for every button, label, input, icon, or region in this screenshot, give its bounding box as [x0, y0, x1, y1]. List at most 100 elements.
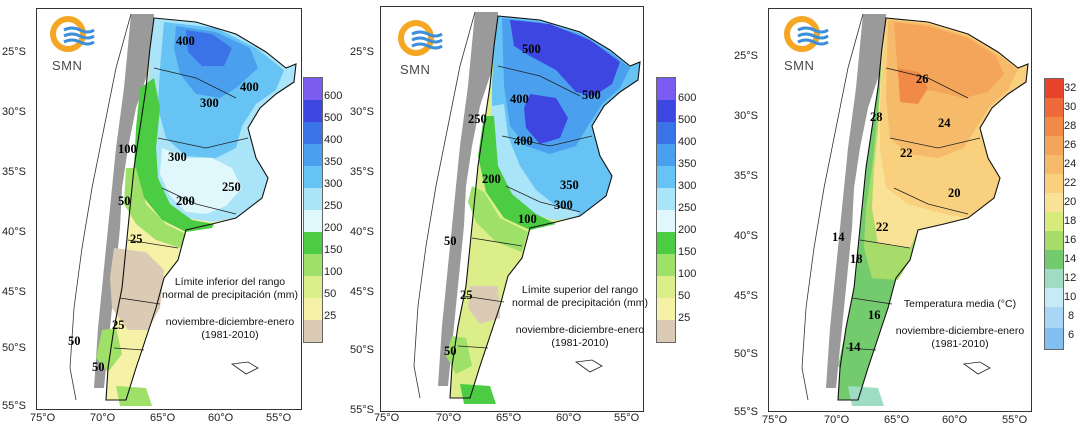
legend-swatch	[1045, 117, 1063, 136]
legend-swatch	[1045, 98, 1063, 117]
map-precip-upper	[413, 11, 641, 404]
caption-title-line2: normal de precipitación (mm)	[512, 297, 648, 309]
caption-period-line2: (1981-2010)	[201, 329, 259, 341]
caption-period-line1: noviembre-diciembre-enero	[165, 316, 295, 328]
smn-logo-icon	[50, 16, 95, 52]
legend-swatch	[657, 188, 675, 210]
caption-period-line2: (1981-2010)	[551, 337, 609, 349]
lat-tick: 35°S	[734, 170, 758, 182]
legend-label: 200	[678, 224, 697, 236]
lat-tick: 50°S	[2, 342, 26, 354]
lat-tick: 55°S	[2, 400, 26, 412]
legend-swatch	[304, 254, 322, 276]
legend-swatch	[304, 320, 322, 342]
lon-tick: 55°O	[1002, 414, 1028, 426]
legend-swatch	[657, 78, 675, 100]
lon-tick: 55°O	[266, 412, 292, 424]
legend-swatch	[1045, 212, 1063, 231]
caption-title-line1: Límite superior del rango	[521, 284, 639, 296]
legend-swatch	[1045, 174, 1063, 193]
caption-title-line1: Límite inferior del rango	[174, 276, 286, 288]
caption-period-line1: noviembre-diciembre-enero	[515, 324, 645, 336]
legend-swatch	[1045, 269, 1063, 288]
contour-label: 300	[554, 198, 573, 212]
legend-swatch	[304, 122, 322, 144]
contour-label: 50	[92, 360, 105, 374]
panel-precip-lower: 400 400 300 300 250 200 100 50 25 25 50 …	[0, 0, 350, 436]
contour-label: 22	[900, 146, 913, 160]
contour-label: 200	[176, 194, 195, 208]
legend-swatch	[657, 100, 675, 122]
caption-title-line1: Temperatura media (°C)	[903, 298, 1017, 310]
legend-label: 24	[1064, 158, 1077, 170]
legend-label: 10	[1064, 291, 1077, 303]
lon-tick: 75°O	[762, 414, 788, 426]
legend-label: 100	[678, 268, 697, 280]
legend-label: 18	[1064, 215, 1077, 227]
contour-label: 250	[468, 112, 487, 126]
lat-tick: 45°S	[734, 290, 758, 302]
lat-tick: 55°S	[734, 406, 758, 418]
contour-label: 300	[200, 96, 219, 110]
legend-label: 200	[324, 222, 343, 234]
caption-period-line2: (1981-2010)	[931, 338, 989, 350]
legend-swatch	[1045, 250, 1063, 269]
legend-label: 25	[678, 312, 691, 324]
legend-swatch	[1045, 155, 1063, 174]
smn-logo-text: SMN	[52, 58, 83, 73]
lat-tick: 25°S	[350, 46, 374, 58]
legend-swatch	[657, 122, 675, 144]
lat-tick: 35°S	[2, 166, 26, 178]
legend-temp-mean	[1044, 78, 1064, 350]
legend-swatch	[304, 100, 322, 122]
panel-temp-mean: 26 28 24 22 20 22 18 14 16 14 25°S 30°S …	[720, 0, 1080, 436]
contour-label: 18	[850, 252, 863, 266]
lon-tick: 60°O	[556, 412, 582, 424]
legend-label: 22	[1064, 177, 1077, 189]
legend-label: 250	[678, 202, 697, 214]
contour-label: 25	[112, 318, 125, 332]
legend-swatch	[657, 320, 675, 342]
legend-swatch	[1045, 231, 1063, 250]
contour-label: 250	[222, 180, 241, 194]
contour-label: 50	[444, 344, 457, 358]
contour-label: 50	[444, 234, 457, 248]
lat-tick: 50°S	[350, 344, 374, 356]
lat-tick: 35°S	[350, 166, 374, 178]
legend-swatch	[657, 166, 675, 188]
legend-label: 150	[324, 244, 343, 256]
legend-label: 250	[324, 200, 343, 212]
legend-swatch	[1045, 193, 1063, 212]
lat-tick: 55°S	[350, 404, 374, 416]
legend-swatch	[657, 210, 675, 232]
legend-label: 350	[678, 158, 697, 170]
contour-label: 22	[876, 220, 889, 234]
panel-precip-upper: 500 500 400 400 250 350 300 200 100 50 2…	[350, 0, 710, 436]
legend-swatch	[304, 166, 322, 188]
lon-tick: 75°O	[374, 412, 400, 424]
legend-label: 26	[1064, 139, 1077, 151]
smn-logo-icon	[398, 20, 443, 56]
legend-label: 20	[1064, 196, 1077, 208]
map-temp-mean	[801, 13, 1029, 406]
legend-swatch	[304, 232, 322, 254]
legend-label: 12	[1064, 272, 1077, 284]
legend-swatch	[657, 232, 675, 254]
lon-tick: 65°O	[884, 414, 910, 426]
contour-label: 100	[118, 142, 137, 156]
lat-tick: 45°S	[350, 286, 374, 298]
lat-tick: 25°S	[2, 46, 26, 58]
legend-label: 16	[1064, 234, 1077, 246]
lon-tick: 70°O	[436, 412, 462, 424]
contour-label: 28	[870, 110, 883, 124]
smn-logo-text: SMN	[784, 58, 815, 73]
contour-label: 350	[560, 178, 579, 192]
contour-label: 25	[460, 288, 473, 302]
legend-swatch	[657, 298, 675, 320]
contour-label: 25	[130, 232, 143, 246]
contour-label: 400	[510, 92, 529, 106]
lat-tick: 50°S	[734, 348, 758, 360]
contour-label: 400	[514, 134, 533, 148]
legend-swatch	[304, 144, 322, 166]
legend-swatch	[1045, 136, 1063, 155]
